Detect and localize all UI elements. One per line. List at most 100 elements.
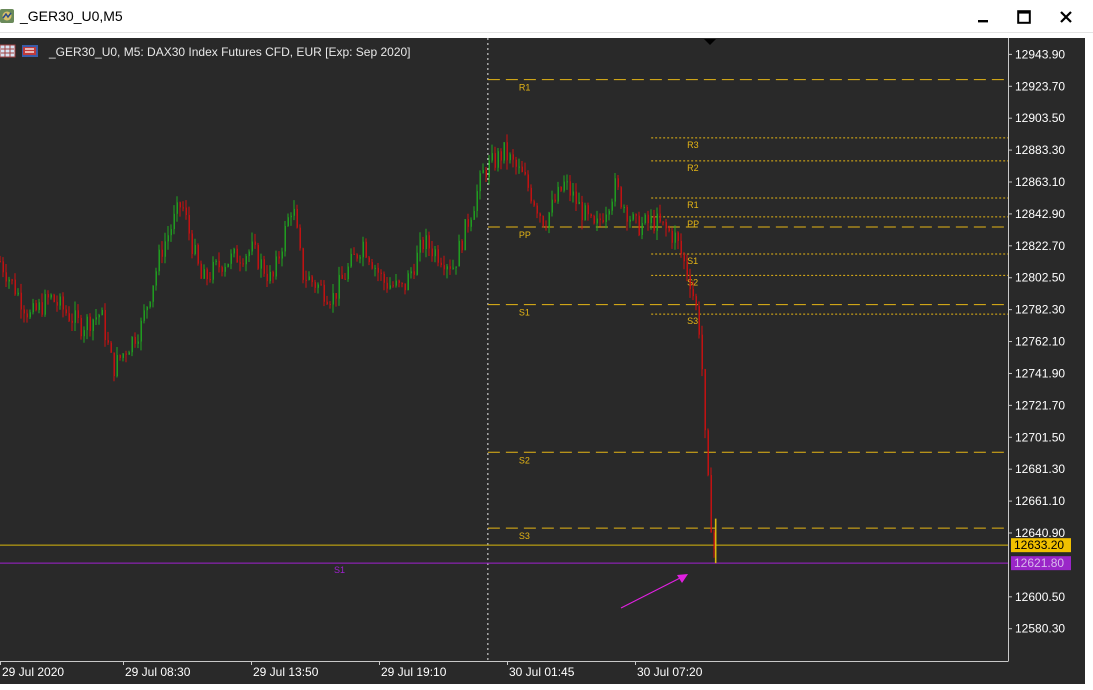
- app-icon: [0, 9, 14, 23]
- candle: [410, 267, 412, 279]
- candle: [218, 252, 220, 273]
- y-tick-label: 12923.70: [1015, 79, 1065, 93]
- candle: [131, 336, 133, 357]
- candle: [686, 254, 688, 282]
- candle: [224, 263, 226, 277]
- candle: [557, 181, 559, 204]
- candle: [233, 247, 235, 258]
- candle: [38, 298, 40, 314]
- price-chart[interactable]: R1PPS1S2S3R3R2R1PPS1S2S3S112943.9012923.…: [0, 38, 1085, 690]
- candle: [413, 263, 415, 279]
- maximize-button[interactable]: [1007, 4, 1041, 30]
- candle: [473, 206, 475, 221]
- y-tick-label: 12701.50: [1015, 430, 1065, 444]
- candle: [215, 259, 217, 266]
- candle: [221, 265, 223, 277]
- chart-area[interactable]: R1PPS1S2S3R3R2R1PPS1S2S3S112943.9012923.…: [0, 38, 1085, 690]
- candle: [503, 142, 505, 164]
- candle: [365, 238, 367, 259]
- candles: [0, 134, 717, 564]
- candle: [671, 228, 673, 249]
- candle: [551, 190, 553, 217]
- candle: [161, 241, 163, 264]
- candle: [437, 245, 439, 267]
- candle: [44, 289, 46, 317]
- candle: [416, 245, 418, 276]
- candle: [710, 467, 712, 533]
- candle: [587, 202, 589, 221]
- candle: [248, 249, 250, 262]
- candle: [194, 238, 196, 256]
- pivot-label-session-s3: S3: [687, 316, 698, 326]
- candle: [707, 428, 709, 477]
- candle: [68, 306, 70, 323]
- candle: [122, 352, 124, 362]
- candle: [245, 253, 247, 272]
- candle: [98, 313, 100, 325]
- pivot-label-session-s1: S1: [687, 256, 698, 266]
- candle: [311, 274, 313, 287]
- candle: [608, 208, 610, 221]
- candle: [269, 265, 271, 284]
- candle: [527, 170, 529, 192]
- candle: [95, 308, 97, 326]
- candle: [155, 267, 157, 291]
- candle: [590, 213, 592, 219]
- pivot-label-daily-s2: S2: [519, 455, 530, 465]
- candle: [695, 293, 697, 311]
- close-button[interactable]: [1049, 4, 1083, 30]
- candle: [575, 183, 577, 211]
- candle: [380, 269, 382, 281]
- candle: [158, 244, 160, 276]
- candle: [50, 293, 52, 300]
- candle: [494, 146, 496, 171]
- candle: [23, 305, 25, 323]
- y-tick-label: 12822.70: [1015, 239, 1065, 253]
- candle: [185, 200, 187, 220]
- minimize-button[interactable]: [966, 4, 1000, 30]
- y-tick-label: 12721.70: [1015, 398, 1065, 412]
- candle: [257, 242, 259, 270]
- candle: [71, 313, 73, 332]
- candle: [425, 228, 427, 258]
- candle: [524, 162, 526, 176]
- candle: [605, 206, 607, 229]
- candle: [395, 273, 397, 288]
- candle: [461, 239, 463, 254]
- candle: [404, 283, 406, 295]
- candle: [581, 195, 583, 230]
- candle: [614, 173, 616, 207]
- x-tick-label: 30 Jul 07:20: [637, 665, 703, 679]
- s1-line-label: S1: [334, 565, 345, 575]
- candle: [632, 212, 634, 222]
- bid-price-badge: [1011, 538, 1071, 553]
- candle: [314, 279, 316, 293]
- y-tick-label: 12741.90: [1015, 366, 1065, 380]
- candle: [356, 253, 358, 262]
- candle: [14, 273, 16, 296]
- candle: [665, 218, 667, 237]
- candle: [83, 326, 85, 343]
- candle: [341, 266, 343, 279]
- maximize-icon: [1017, 10, 1031, 24]
- candle: [308, 271, 310, 281]
- candle: [92, 318, 94, 341]
- candle: [566, 174, 568, 190]
- candle: [470, 217, 472, 232]
- chart-caption: _GER30_U0, M5: DAX30 Index Futures CFD, …: [49, 45, 411, 59]
- candle: [479, 170, 481, 200]
- pivot-label-daily-pp: PP: [519, 230, 531, 240]
- candle: [389, 277, 391, 290]
- y-tick-label: 12762.10: [1015, 335, 1065, 349]
- candle: [353, 247, 355, 255]
- candle: [635, 213, 637, 224]
- candle: [701, 325, 703, 377]
- candle: [302, 247, 304, 284]
- candle: [482, 163, 484, 174]
- candle: [113, 352, 115, 382]
- candle: [713, 529, 715, 558]
- pivot-label-daily-s3: S3: [519, 531, 530, 541]
- candle: [251, 232, 253, 256]
- candle: [362, 236, 364, 267]
- chart-background: [0, 38, 1085, 690]
